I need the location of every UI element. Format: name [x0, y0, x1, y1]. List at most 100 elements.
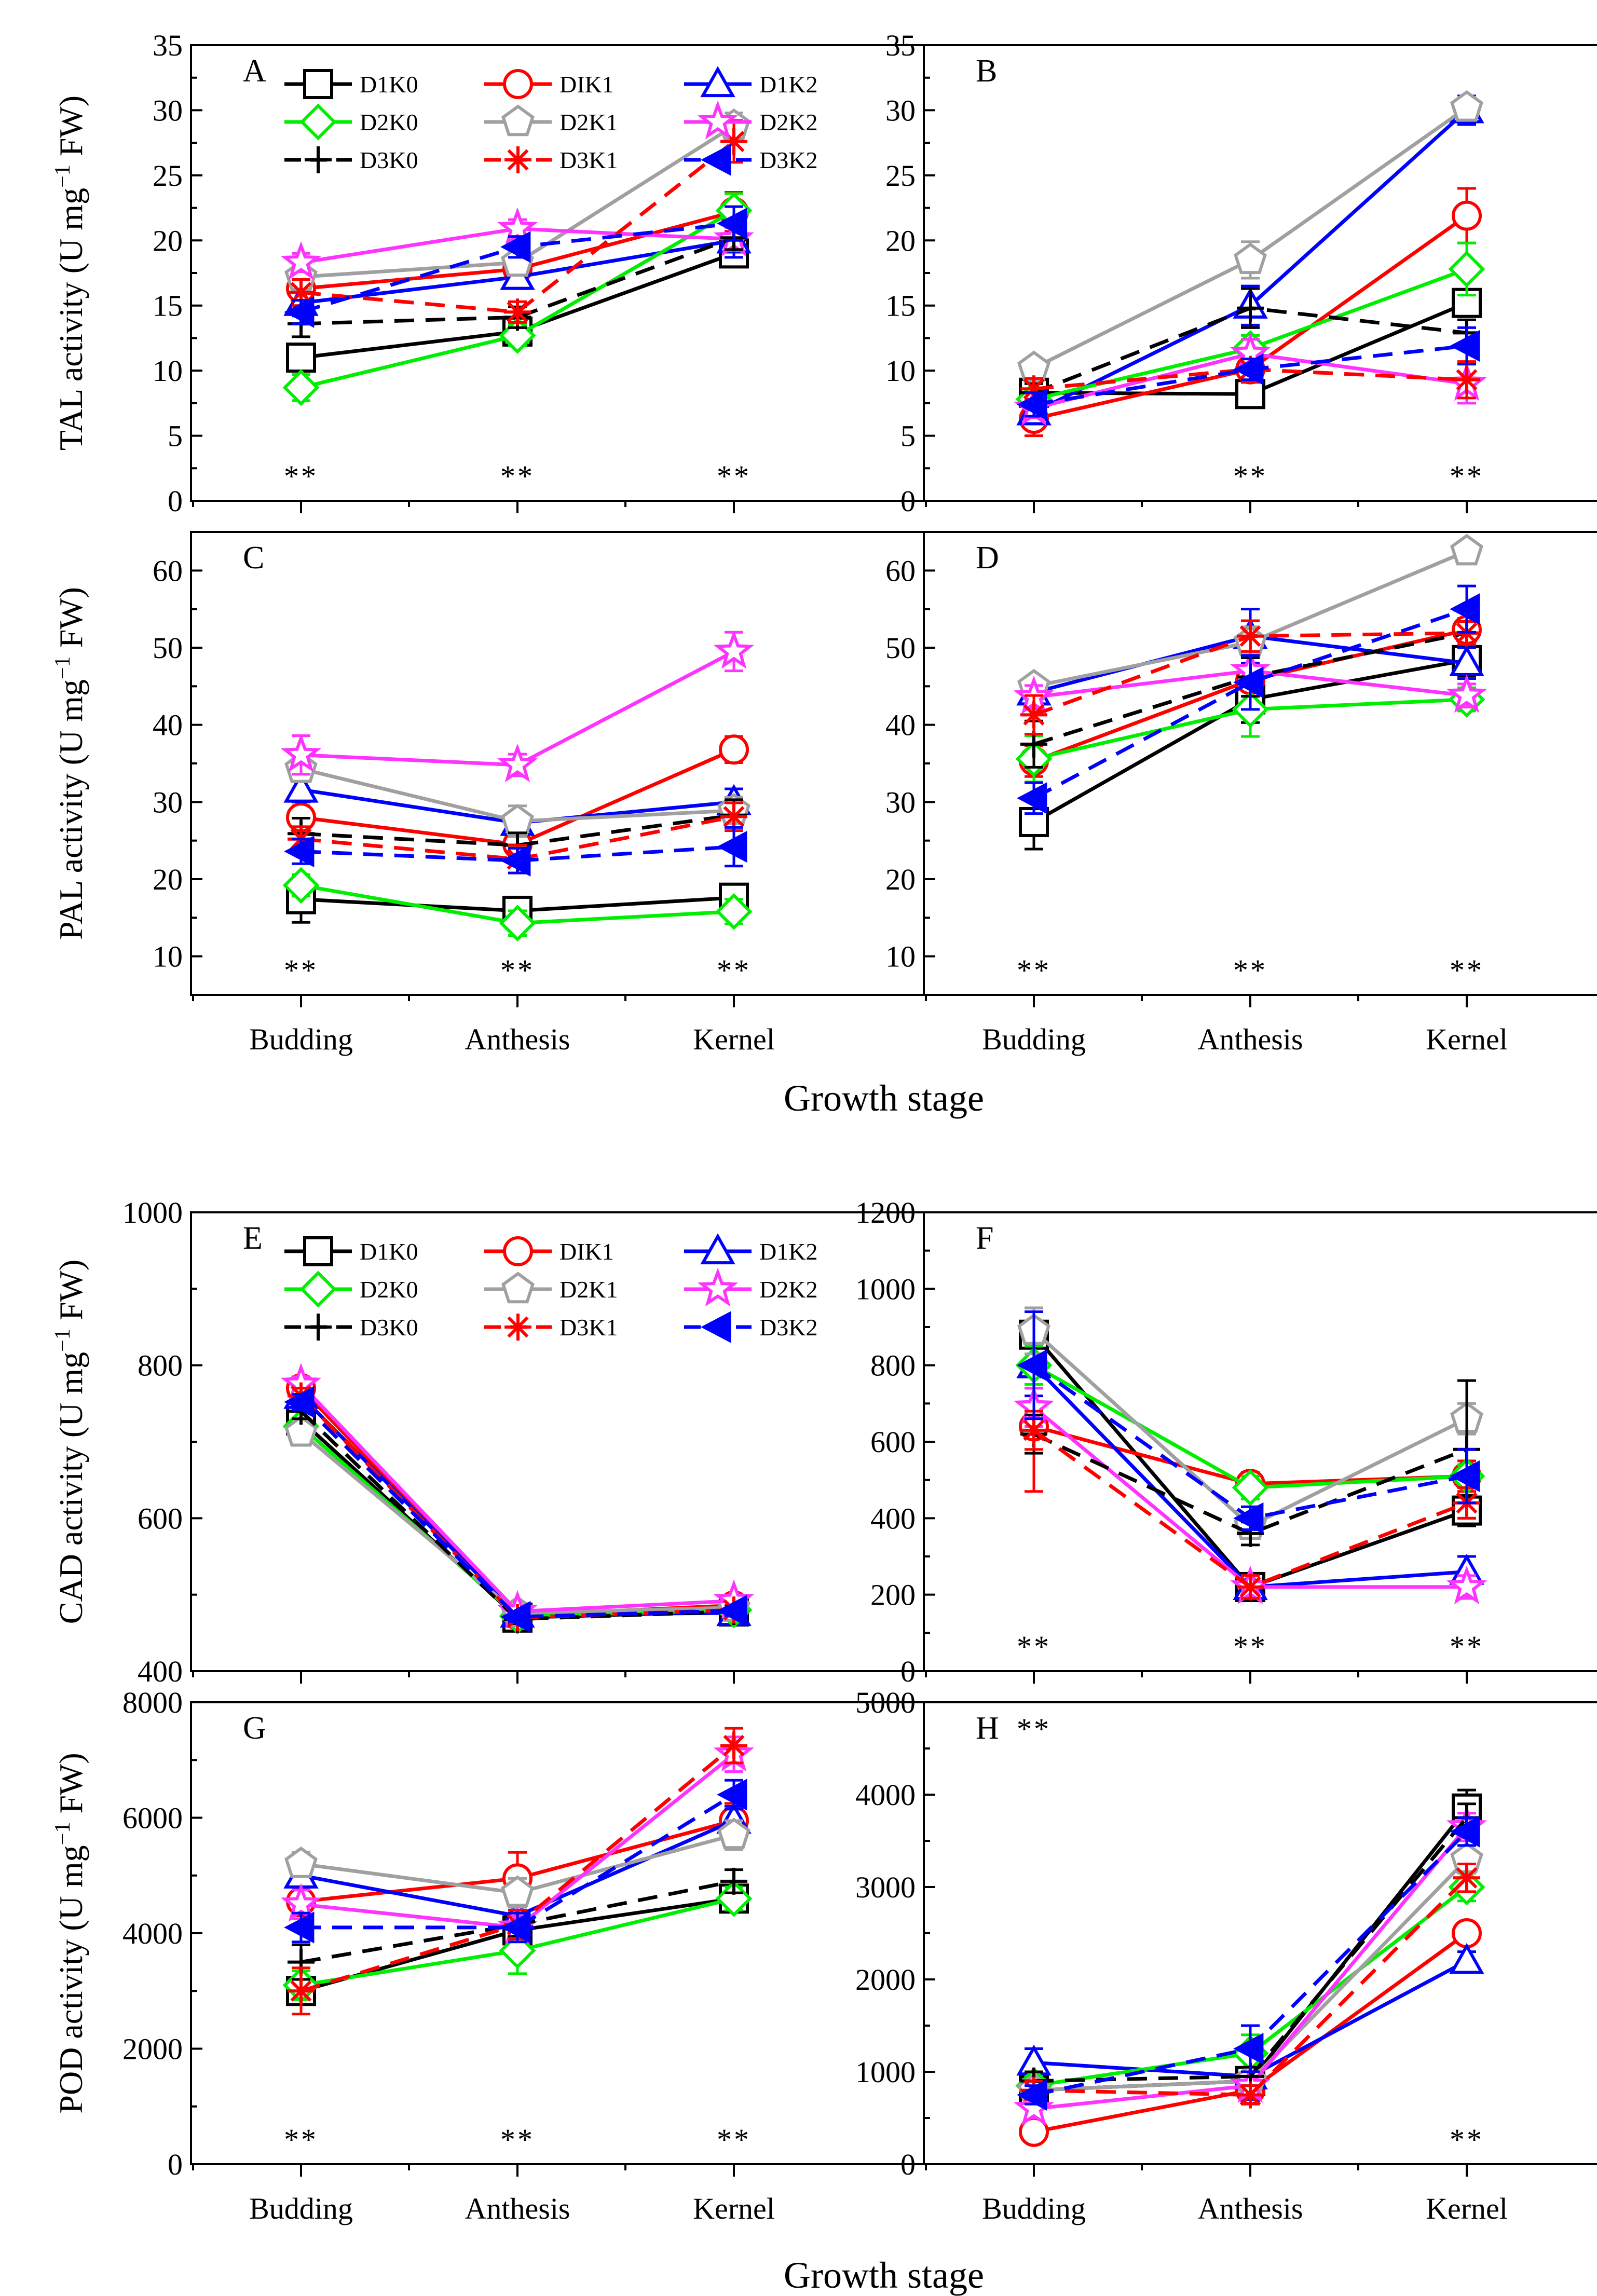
panel-letter: B [976, 53, 997, 89]
y-tick-label: 0 [900, 484, 916, 518]
data-point [497, 743, 538, 783]
data-point-ray [1023, 378, 1045, 400]
y-tick-label: 35 [885, 29, 916, 62]
panel-e: 400 600 800 1000 E CAD activity (U mg−1 FW) [51, 1196, 925, 1688]
series-line [301, 236, 735, 326]
y-axis-label-end: FW) [52, 1260, 89, 1329]
y-tick-label: 800 [138, 1349, 183, 1383]
y-axis-label-sup: −1 [51, 165, 75, 188]
panel-letter: H [976, 1711, 999, 1746]
legend-marker [697, 1267, 739, 1307]
data-point [717, 208, 747, 240]
series-d2k1 [284, 1817, 750, 1909]
data-point-ray [1023, 1419, 1045, 1441]
y-tick-label: 25 [885, 159, 916, 193]
series-d3k2 [284, 205, 747, 328]
legend-entry-d2k0: D2K0 [284, 1270, 418, 1308]
legend-entry-d1k2: D1K2 [684, 1233, 817, 1265]
y-tick-label: 20 [153, 863, 183, 896]
data-point [1453, 366, 1480, 393]
significance-mark: ** [500, 459, 535, 493]
y-tick-label: 1000 [855, 1272, 916, 1306]
x-tick-label: Anthesis [465, 1022, 570, 1056]
panel-f: 0 200 400 600 800 1000 1200 F ** ** ** [855, 1196, 1597, 1688]
y-tick-label: 5000 [855, 1686, 916, 1719]
data-point [500, 1601, 531, 1633]
legend-entry-d1k0: D1K0 [284, 69, 418, 99]
y-tick-label: 10 [153, 354, 183, 388]
legend-label: D2K2 [759, 1276, 817, 1303]
data-point [1017, 2079, 1047, 2111]
data-point [1449, 1943, 1484, 1974]
series-d2k2 [280, 1363, 755, 1629]
series-d3k2 [1017, 1815, 1480, 2111]
significance-mark: ** [284, 953, 318, 987]
data-point [501, 803, 534, 836]
data-point [720, 1867, 747, 1895]
legend-marker [504, 146, 531, 173]
y-axis-label-text: POD activity (U mg [52, 1845, 89, 2113]
data-point [1232, 1469, 1269, 1506]
x-tick-label: Kernel [1426, 1022, 1508, 1056]
y-tick-label: 5 [900, 419, 916, 453]
data-point [499, 1932, 536, 1969]
y-tick-label: 1200 [855, 1196, 916, 1229]
data-point [717, 1594, 747, 1627]
legend-marker [701, 1311, 731, 1343]
series-d3k2 [1017, 326, 1480, 420]
y-axis-label-sup: −1 [51, 1329, 75, 1352]
legend-label: D2K1 [559, 1276, 618, 1303]
data-point [1446, 674, 1487, 713]
data-point-ray [507, 301, 528, 323]
data-point [1450, 534, 1483, 566]
data-point [1237, 622, 1264, 650]
significance-mark: ** [717, 953, 751, 987]
data-point [1453, 1864, 1480, 1892]
data-point-ray [1239, 1576, 1261, 1598]
x-tick-label: Budding [249, 2192, 353, 2225]
data-point-ray [1023, 704, 1045, 726]
y-tick-label: 3000 [855, 1870, 916, 1904]
legend-label: D2K2 [759, 109, 817, 135]
data-point-ray [1456, 369, 1478, 391]
series-d1k2 [1016, 1333, 1484, 1601]
y-tick-label: 0 [900, 1655, 916, 1688]
data-point [1020, 701, 1047, 729]
y-tick-label: 50 [153, 631, 183, 665]
x-tick-label: Kernel [693, 2192, 775, 2225]
y-tick-label: 200 [870, 1578, 916, 1612]
panel-letter: A [243, 53, 266, 89]
y-tick-label: 1000 [122, 1196, 183, 1229]
series-d3k2 [1017, 584, 1480, 815]
data-point [1235, 379, 1265, 409]
y-tick-label: 60 [153, 554, 183, 587]
legend-label: D1K0 [360, 1238, 418, 1265]
y-tick-label: 20 [153, 224, 183, 257]
legend-marker [700, 66, 735, 98]
y-axis-label-sup: −1 [51, 656, 75, 679]
legend-marker [299, 1270, 337, 1308]
significance-mark: ** [284, 459, 318, 493]
legend-marker [501, 1272, 535, 1304]
panel-letter: F [976, 1221, 993, 1256]
data-point [715, 1880, 753, 1917]
panel-g: 0 2000 4000 6000 8000 Budding Anthesis Kernel G P… [51, 1686, 925, 2225]
legend-label: D3K2 [759, 147, 817, 173]
legend-entry-d3k1: D3K1 [484, 1314, 618, 1341]
x-tick-label: Budding [982, 2192, 1086, 2225]
series-line [301, 813, 734, 848]
series-d3k2 [1017, 1310, 1480, 1534]
y-tick-label: 6000 [122, 1801, 183, 1835]
legend-marker [303, 69, 333, 99]
series-d2k0 [1015, 1345, 1485, 1506]
panel-b: 0 5 10 15 20 25 30 35 B ** ** [885, 29, 1597, 518]
significance-mark: ** [500, 2123, 535, 2156]
data-point [499, 905, 536, 942]
legend-marker [303, 1236, 333, 1266]
y-tick-label: 25 [153, 159, 183, 193]
data-point [280, 241, 322, 280]
legend-entry-d2k1: D2K1 [484, 104, 618, 136]
panel-letter: C [243, 540, 264, 576]
legend-label: D2K1 [559, 109, 618, 135]
growth-stage-label-top: Growth stage [784, 1077, 984, 1119]
